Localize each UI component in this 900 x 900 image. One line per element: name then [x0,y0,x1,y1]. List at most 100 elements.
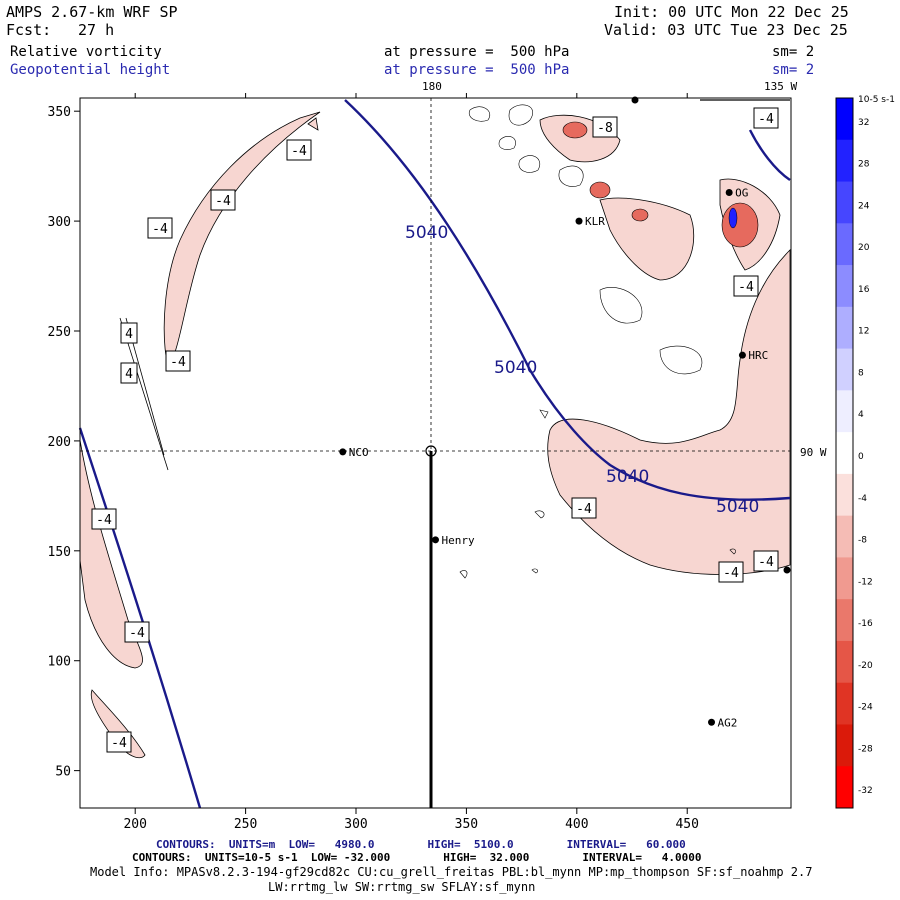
footer-model-info: Model Info: MPASv8.2.3-194-gf29cd82c CU:… [90,865,813,879]
station-marker [738,351,746,359]
colorbar-tick-label: -32 [858,786,873,796]
station-label: OG [735,187,748,200]
y-tick-label: 250 [48,325,71,340]
height-label: 5040 [606,467,649,487]
colorbar-swatch [836,473,853,517]
colorbar-tick-label: -16 [858,619,873,629]
vorticity-labels: -4 -4 -4 -4 -4 -4 4 4 -4 -4 -4 -4 -4 -8 -4 [91,107,779,753]
forecast-label: Fcst: [6,21,52,39]
colorbar-frame [835,97,854,809]
colorbar-swatch [836,223,853,266]
y-tick-label: 50 [55,765,71,780]
x-tick-label: 300 [344,817,367,832]
colorbar-tick-label: 24 [858,201,870,211]
x-tick-label: 350 [455,817,478,832]
colorbar-unit: 10-5 s-1 [858,95,895,105]
y-tick-label: 200 [48,435,71,450]
plot-frame [79,97,792,809]
colorbar-tick-label: -4 [858,494,867,504]
colorbar-tick-label: 0 [858,452,864,462]
y-tick-label: 350 [48,105,71,120]
colorbar-swatch [836,139,853,183]
vort-label: -4 [106,731,132,753]
y-tick-label: 100 [48,655,71,670]
vort-label: -4 [91,508,117,530]
colorbar-tick-label: 28 [858,160,870,170]
svg-text:-4: -4 [758,112,774,127]
svg-text:4: 4 [125,327,133,342]
y-tick-label: 150 [48,545,71,560]
colorbar-tick-label: 12 [858,327,869,337]
height-label: 5040 [716,497,759,517]
y-tick-label: 300 [48,215,71,230]
vort-label: 4 [120,362,138,384]
svg-text:-4: -4 [96,513,112,528]
colorbar-swatch [836,640,853,684]
station-marker [631,96,639,104]
vort-label: -4 [753,550,779,572]
colorbar-tick-label: -12 [858,577,873,587]
svg-text:-4: -4 [576,502,592,517]
svg-text:-4: -4 [129,626,145,641]
station-marker [708,718,716,726]
colorbar-swatch [836,766,853,809]
field1-smoothing: sm= 2 [772,44,815,60]
vort-label: -8 [592,116,618,138]
vort-label: -4 [571,497,597,519]
svg-text:-8: -8 [597,121,613,136]
stations: KLR OG HRC NCO Henry AG2 [339,96,791,729]
colorbar-swatch [836,724,853,767]
svg-text:-4: -4 [170,355,186,370]
station-label: HRC [748,349,768,362]
colorbar: 32 28 24 20 16 12 8 4 0 -4 -8 -12 -16 -20 -24 -28 -32 [835,97,873,809]
graticule [80,98,790,452]
svg-text:-4: -4 [152,222,168,237]
model-title: AMPS 2.67-km WRF SP [6,3,178,21]
colorbar-swatch [836,432,853,475]
colorbar-swatch [836,348,853,391]
svg-text:-4: -4 [291,144,307,159]
colorbar-tick-label: 8 [858,368,864,378]
svg-text:-4: -4 [111,736,127,751]
svg-text:-4: -4 [758,555,774,570]
vort-label: -4 [733,275,759,297]
lon-180-label: 180 [422,80,442,93]
lon-90w-label: 90 W [800,446,827,459]
svg-text:-4: -4 [738,280,754,295]
height-label: 5040 [405,223,448,243]
colorbar-swatch [836,515,853,558]
lon-135w-label: 135 W [764,80,797,93]
svg-text:-4: -4 [215,194,231,209]
colorbar-swatch [836,265,853,308]
field2-name: Geopotential height [10,62,171,78]
x-tick-label: 400 [565,817,588,832]
svg-text:4: 4 [125,367,133,382]
axes: 200 250 300 350 400 450 50 100 150 200 250 300 350 [48,93,699,832]
colorbar-tick-label: 20 [858,243,870,253]
x-tick-label: 250 [234,817,257,832]
height-label: 5040 [494,358,537,378]
vort-label: -4 [124,621,150,643]
station-marker [783,566,791,574]
height-labels: 5040 5040 5040 5040 [405,223,759,517]
colorbar-swatch [836,306,853,350]
station-marker [339,448,347,456]
footer-physics-info: LW:rrtmg_lw SW:rrtmg_sw SFLAY:sf_mynn [268,880,536,894]
footer-height-contours: CONTOURS: UNITS=m LOW= 4980.0 HIGH= 5100… [156,838,686,851]
vort-label: 4 [120,322,138,344]
colorbar-swatch [836,599,853,642]
vort-label: -4 [165,350,191,372]
station-label: NCO [349,446,369,459]
init-time: Init: 00 UTC Mon 22 Dec 25 [614,3,849,21]
colorbar-swatch [836,557,853,600]
station-label: Henry [442,534,475,547]
station-label: KLR [585,215,605,228]
colorbar-swatch [836,98,853,141]
colorbar-tick-label: 16 [858,285,870,295]
station-label: AG2 [718,716,738,729]
colorbar-swatch [836,390,853,433]
field2-smoothing: sm= 2 [772,62,815,78]
colorbar-tick-label: -24 [858,703,873,713]
vorticity-positive [728,207,738,229]
